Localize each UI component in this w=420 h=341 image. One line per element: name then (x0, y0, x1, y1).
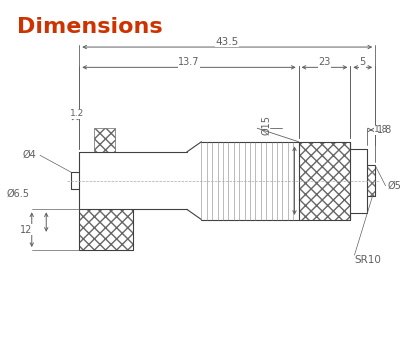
Text: Dimensions: Dimensions (17, 17, 163, 36)
Text: Ø4: Ø4 (22, 150, 36, 160)
Text: 5: 5 (360, 57, 366, 67)
Text: 1.8: 1.8 (374, 125, 389, 134)
Text: Ø5: Ø5 (388, 181, 402, 191)
Text: SR10: SR10 (354, 255, 381, 265)
Text: Ø15: Ø15 (261, 115, 271, 135)
Text: 23: 23 (318, 57, 331, 67)
Text: 13.7: 13.7 (178, 57, 200, 67)
Text: 1.8: 1.8 (377, 125, 392, 135)
Bar (79, 209, 133, 250)
Bar (299, 142, 350, 220)
Text: 1.2: 1.2 (70, 109, 84, 118)
Text: Ø6.5: Ø6.5 (7, 189, 30, 199)
Text: 12: 12 (20, 225, 33, 235)
Text: 43.5: 43.5 (215, 37, 239, 47)
Bar (367, 165, 375, 196)
Bar (94, 128, 115, 152)
